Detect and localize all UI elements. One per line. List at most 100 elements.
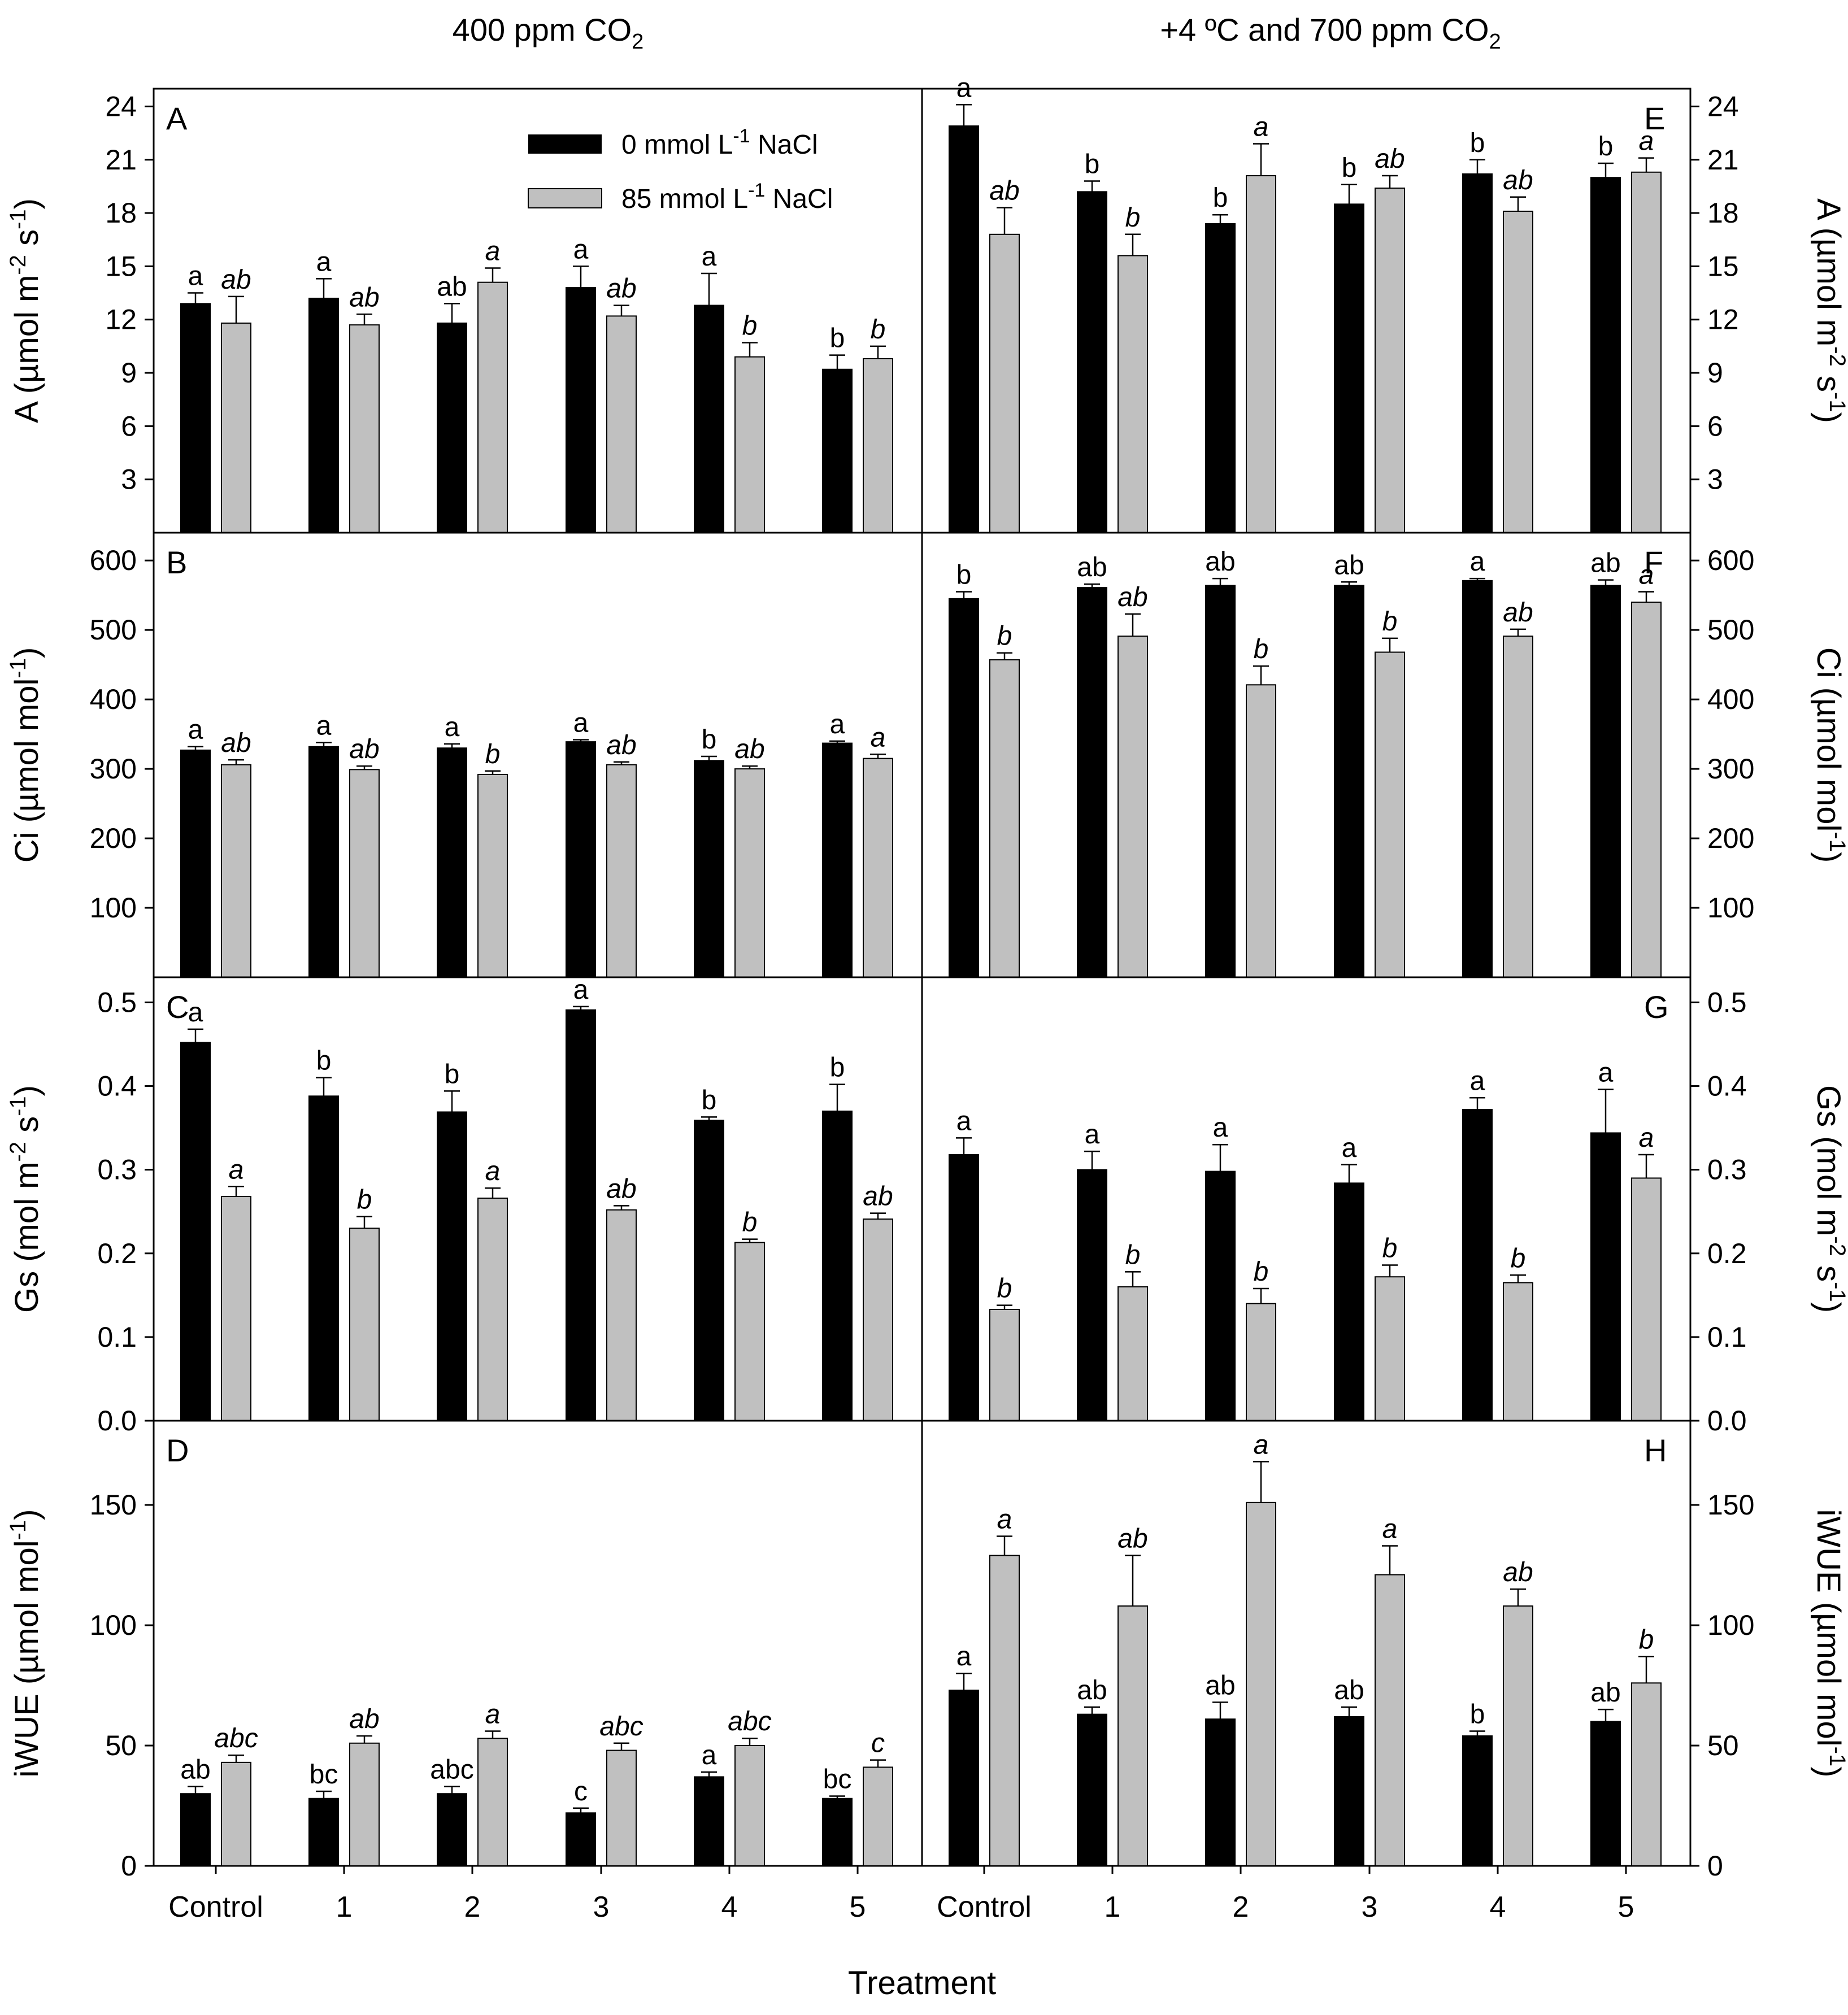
bar-d-nacl0-0 xyxy=(180,1793,211,1867)
sig-letter-c-nacl0-3: a xyxy=(573,975,589,1005)
bar-a-nacl0-3 xyxy=(566,287,596,533)
panel-g-label: G xyxy=(1644,989,1669,1025)
category-label-h-5: 5 xyxy=(1618,1891,1634,1923)
bar-a-nacl85-3 xyxy=(606,315,637,533)
category-label-h-3: 3 xyxy=(1362,1891,1378,1923)
sig-letter-b-nacl85-2: b xyxy=(485,739,501,769)
sig-letter-g-nacl0-5: a xyxy=(1598,1057,1614,1087)
sig-letter-h-nacl0-3: ab xyxy=(1334,1675,1364,1705)
bar-g-nacl85-3 xyxy=(1375,1276,1405,1422)
bar-h-nacl85-1 xyxy=(1118,1605,1148,1866)
sig-letter-f-nacl0-0: b xyxy=(956,560,972,590)
sig-letter-f-nacl0-1: ab xyxy=(1077,552,1107,582)
sig-letter-d-nacl85-0: abc xyxy=(214,1724,258,1753)
bar-h-nacl85-4 xyxy=(1503,1605,1533,1866)
bar-e-nacl85-5 xyxy=(1631,171,1662,533)
sig-letter-f-nacl85-3: b xyxy=(1382,607,1398,637)
panel-h-frame xyxy=(921,1420,1692,1867)
sig-letter-h-nacl85-3: a xyxy=(1382,1514,1398,1544)
sig-letter-h-nacl0-1: ab xyxy=(1077,1675,1107,1705)
sig-letter-c-nacl85-0: a xyxy=(229,1155,244,1185)
panel-d-ytick-label: 150 xyxy=(90,1489,137,1521)
panel-b-ytick-label: 600 xyxy=(90,545,137,576)
bar-c-nacl85-4 xyxy=(734,1242,765,1421)
panel-h-ytick-label: 150 xyxy=(1707,1489,1754,1521)
sig-letter-f-nacl85-2: b xyxy=(1254,634,1269,664)
bar-h-nacl0-1 xyxy=(1077,1713,1107,1866)
sig-letter-d-nacl85-4: abc xyxy=(728,1707,771,1737)
bar-b-nacl85-1 xyxy=(349,769,380,978)
sig-letter-a-nacl85-5: b xyxy=(871,315,886,345)
sig-letter-b-nacl85-4: ab xyxy=(734,734,764,764)
sig-letter-g-nacl85-2: b xyxy=(1254,1257,1269,1287)
sig-letter-a-nacl85-4: b xyxy=(742,311,758,341)
sig-letter-h-nacl85-4: ab xyxy=(1503,1557,1533,1587)
sig-letter-d-nacl85-3: abc xyxy=(599,1712,643,1742)
sig-letter-e-nacl0-1: b xyxy=(1085,149,1100,179)
sig-letter-c-nacl85-1: b xyxy=(357,1185,372,1215)
bar-e-nacl0-4 xyxy=(1462,173,1493,533)
bar-b-nacl0-5 xyxy=(822,742,853,978)
category-label-h-2: 2 xyxy=(1233,1891,1249,1923)
column-title-left: 400 ppm CO2 xyxy=(453,12,644,54)
bar-d-nacl0-1 xyxy=(308,1798,339,1866)
panel-a-ytick-label: 21 xyxy=(105,144,137,176)
bar-g-nacl0-3 xyxy=(1334,1182,1364,1421)
bar-a-nacl85-0 xyxy=(221,323,251,533)
sig-letter-a-nacl0-0: a xyxy=(188,262,203,291)
sig-letter-a-nacl85-0: ab xyxy=(221,265,251,295)
category-label-d-5: 5 xyxy=(850,1891,866,1923)
sig-letter-a-nacl85-3: ab xyxy=(606,274,636,304)
panel-e-ytick-label: 12 xyxy=(1707,304,1739,336)
bar-c-nacl0-5 xyxy=(822,1110,853,1421)
sig-letter-g-nacl0-2: a xyxy=(1213,1113,1228,1143)
bar-b-nacl0-2 xyxy=(437,747,467,978)
sig-letter-b-nacl0-0: a xyxy=(188,715,203,745)
bar-d-nacl0-3 xyxy=(566,1812,596,1867)
bar-c-nacl85-0 xyxy=(221,1196,251,1422)
panel-a-ytick-label: 3 xyxy=(121,464,137,495)
panel-c: 0.00.10.20.30.40.5Gs (mol m-2 s-1)Caabbb… xyxy=(6,975,923,1437)
panel-f-ytick-label: 600 xyxy=(1707,545,1754,576)
panel-a-ylabel: A (µmol m-2 s-1) xyxy=(6,198,45,423)
sig-letter-b-nacl85-3: ab xyxy=(606,730,636,760)
sig-letter-f-nacl85-5: a xyxy=(1639,560,1654,590)
panel-b-ytick-label: 400 xyxy=(90,684,137,715)
bar-d-nacl0-4 xyxy=(694,1776,724,1866)
bar-g-nacl85-1 xyxy=(1118,1286,1148,1421)
sig-letter-a-nacl0-3: a xyxy=(573,234,589,264)
bar-f-nacl85-5 xyxy=(1631,601,1662,978)
panel-c-ytick-label: 0.3 xyxy=(97,1154,137,1186)
sig-letter-c-nacl85-5: ab xyxy=(863,1182,893,1212)
panel-e-ytick-label: 24 xyxy=(1707,90,1739,122)
panel-a-ytick-label: 9 xyxy=(121,357,137,389)
bar-g-nacl85-0 xyxy=(989,1309,1020,1422)
panel-c-ytick-label: 0.1 xyxy=(97,1321,137,1353)
bar-b-nacl85-3 xyxy=(606,764,637,978)
category-label-d-0: Control xyxy=(168,1891,263,1923)
sig-letter-b-nacl0-2: a xyxy=(445,712,460,742)
panel-b-ytick-label: 500 xyxy=(90,614,137,646)
panel-f-ytick-label: 300 xyxy=(1707,753,1754,785)
bar-d-nacl85-0 xyxy=(221,1761,251,1867)
bar-g-nacl0-2 xyxy=(1205,1170,1236,1421)
panel-a-label: A xyxy=(166,101,188,136)
bar-h-nacl0-4 xyxy=(1462,1735,1493,1867)
sig-letter-e-nacl85-3: ab xyxy=(1375,144,1405,174)
category-label-h-1: 1 xyxy=(1105,1891,1121,1923)
bar-d-nacl85-4 xyxy=(734,1745,765,1867)
bar-f-nacl85-3 xyxy=(1375,651,1405,978)
bar-d-nacl85-1 xyxy=(349,1742,380,1867)
bar-b-nacl0-4 xyxy=(694,760,724,978)
sig-letter-c-nacl0-2: b xyxy=(445,1059,460,1089)
panel-e-ytick-label: 18 xyxy=(1707,197,1739,229)
category-label-d-1: 1 xyxy=(336,1891,353,1923)
sig-letter-h-nacl0-5: ab xyxy=(1590,1678,1620,1708)
category-labels: Control 1 2 3 4 5 Control 1 2 3 4 5 xyxy=(168,1866,1634,1923)
sig-letter-d-nacl85-5: c xyxy=(871,1729,885,1759)
panel-b-frame xyxy=(153,532,923,978)
sig-letter-e-nacl85-2: a xyxy=(1254,112,1269,142)
sig-letter-d-nacl0-0: ab xyxy=(180,1755,210,1785)
bar-f-nacl85-2 xyxy=(1246,684,1276,978)
